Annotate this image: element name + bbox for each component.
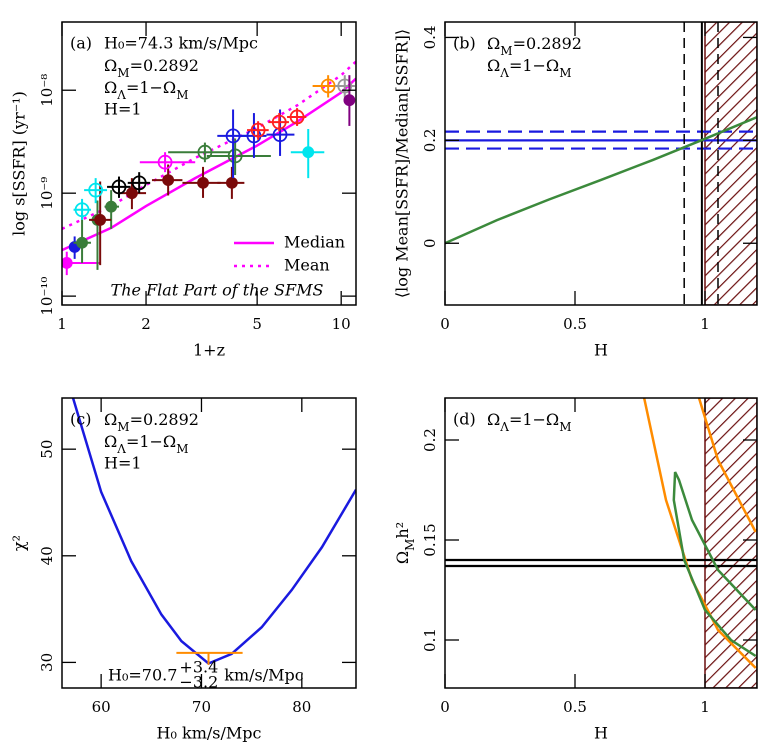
fit-unit: km/s/Mpc — [224, 666, 303, 685]
x-tick-label: 0.5 — [563, 698, 587, 716]
fit-result: H₀=70.7 — [108, 666, 177, 685]
data-point — [271, 114, 287, 130]
plot-area — [445, 22, 757, 305]
x-tick-label: 2 — [141, 315, 151, 333]
data-point — [62, 257, 73, 269]
y-tick-label: 10⁻⁸ — [38, 74, 56, 107]
y-axis-label: χ² — [10, 535, 29, 551]
x-tick-label: 60 — [92, 698, 111, 716]
excluded-region — [704, 22, 757, 305]
panel-label: (a) — [70, 34, 92, 53]
data-point — [111, 179, 127, 195]
data-point — [126, 187, 138, 200]
data-point — [250, 122, 266, 138]
x-axis-label: H₀ km/s/Mpc — [157, 724, 262, 743]
x-tick-label: 1 — [57, 315, 67, 333]
fit-lower-error: −3.2 — [179, 673, 218, 692]
note: The Flat Part of the SFMS — [111, 281, 324, 300]
y-tick-label: 0 — [421, 238, 439, 248]
y-axis-label: ΩMh² — [393, 522, 417, 564]
data-point — [320, 78, 336, 94]
data-point — [74, 202, 90, 218]
data-point — [337, 78, 353, 94]
panel: 0 0.5 1 0 0.2 0.4 H ⟨log Mean[SSFR]/Median[SSFR… — [393, 21, 758, 360]
panel: 0 0.5 1 0.1 0.15 0.2 H ΩMh² (d) ΩΛ=1−ΩM — [393, 397, 758, 743]
data-point — [76, 236, 88, 249]
x-tick-label: 0.5 — [563, 315, 587, 333]
x-axis-label: 1+z — [193, 341, 225, 360]
annotation: H₀=74.3 km/s/Mpc — [104, 34, 258, 53]
annotation: H=1 — [104, 454, 142, 473]
x-tick-label: 0 — [440, 698, 450, 716]
y-tick-label: 10⁻¹⁰ — [38, 277, 56, 316]
data-point — [302, 146, 315, 159]
y-tick-label: 0.2 — [421, 428, 439, 452]
x-tick-label: 1 — [700, 698, 710, 716]
data-point — [157, 154, 173, 170]
y-tick-label: 0.4 — [421, 26, 439, 50]
legend-label: Median — [284, 233, 345, 252]
annotation: ΩΛ=1−ΩM — [487, 410, 572, 434]
x-tick-label: 10 — [332, 315, 351, 333]
x-tick-label: 70 — [192, 698, 211, 716]
data-point — [162, 174, 175, 186]
frame — [61, 397, 357, 689]
frame — [61, 21, 357, 306]
data-point — [227, 148, 243, 164]
panel-label: (b) — [453, 34, 476, 53]
data-point — [289, 109, 305, 125]
data-point — [197, 144, 213, 160]
data-point — [343, 94, 356, 107]
annotation: ΩM=0.2892 — [487, 34, 582, 58]
y-axis-label: ⟨log Mean[SSFR]/Median[SSFR]⟩ — [393, 29, 412, 298]
annotation: ΩΛ=1−ΩM — [104, 78, 189, 102]
fit-upper-error: +3.4 — [179, 658, 218, 677]
y-tick-label: 40 — [38, 546, 56, 565]
x-tick-label: 80 — [292, 698, 311, 716]
y-tick-label: 0.2 — [421, 128, 439, 152]
annotation: ΩM=0.2892 — [104, 56, 199, 80]
x-tick-label: 5 — [252, 315, 262, 333]
data-point — [88, 182, 104, 198]
y-tick-label: 0.15 — [421, 523, 439, 556]
curve — [697, 398, 757, 533]
curve — [672, 471, 757, 658]
y-tick-label: 30 — [38, 653, 56, 672]
data-point — [225, 176, 238, 189]
annotation: ΩΛ=1−ΩM — [487, 56, 572, 80]
x-tick-label: 1 — [700, 315, 710, 333]
legend-label: Mean — [284, 256, 330, 275]
annotation: ΩΛ=1−ΩM — [104, 432, 189, 456]
panel-label: (c) — [70, 410, 91, 429]
curve — [62, 77, 356, 252]
frame — [444, 21, 758, 306]
plot-area — [62, 60, 356, 276]
data-point — [105, 200, 118, 213]
plot-area — [71, 398, 356, 665]
annotation: H=1 — [104, 100, 142, 119]
y-tick-label: 50 — [38, 440, 56, 459]
y-axis-label: log s[SSFR] (yr⁻¹) — [10, 91, 29, 236]
curve — [445, 116, 757, 245]
curve — [62, 60, 356, 231]
y-tick-label: 0.1 — [421, 628, 439, 652]
y-tick-label: 10⁻⁹ — [38, 177, 56, 210]
panel: 60 70 80 30 40 50 H₀ km/s/Mpc χ² (c) ΩM=0.2892ΩΛ=… — [10, 397, 357, 743]
plot-area — [445, 398, 757, 688]
data-point — [197, 176, 209, 189]
x-axis-label: H — [594, 341, 608, 360]
panel-label: (d) — [453, 410, 476, 429]
x-tick-label: 0 — [440, 315, 450, 333]
annotation: ΩM=0.2892 — [104, 410, 199, 434]
data-point — [131, 175, 147, 191]
frame — [444, 397, 758, 689]
x-axis-label: H — [594, 724, 608, 743]
panel: 1 2 5 10 10⁻¹⁰ 10⁻⁹ 10⁻⁸ 1+z log s[SSFR] (yr⁻¹) (… — [10, 21, 357, 360]
data-point — [94, 214, 107, 226]
